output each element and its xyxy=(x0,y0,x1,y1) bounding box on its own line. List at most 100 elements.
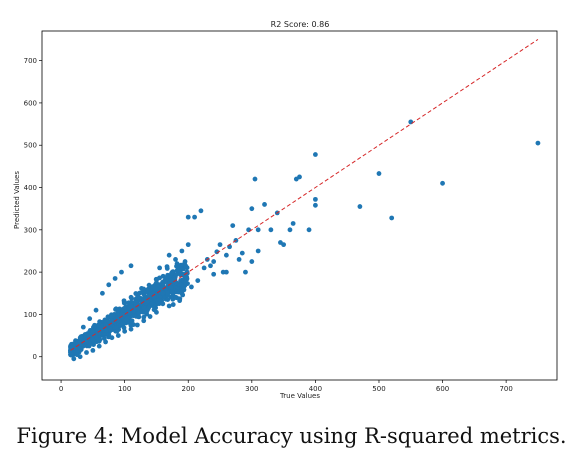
data-point xyxy=(109,335,115,341)
data-point xyxy=(168,277,174,283)
data-point xyxy=(208,263,213,269)
x-axis-label: True Values xyxy=(279,392,320,400)
data-point xyxy=(134,295,140,300)
data-point xyxy=(150,284,156,290)
data-point xyxy=(77,345,83,351)
data-point xyxy=(183,279,188,285)
data-point xyxy=(179,290,185,296)
data-point xyxy=(181,284,187,290)
data-point xyxy=(106,282,112,288)
data-point xyxy=(107,326,113,332)
data-point xyxy=(119,269,124,275)
data-point xyxy=(134,322,140,328)
data-point xyxy=(246,227,252,233)
data-point xyxy=(154,309,159,315)
data-point xyxy=(239,250,245,256)
data-point xyxy=(123,317,129,323)
data-point xyxy=(157,265,163,271)
data-point xyxy=(131,309,136,314)
y-tick-label: 0 xyxy=(33,353,37,361)
x-tick-label: 0 xyxy=(59,385,63,393)
data-point xyxy=(103,322,108,328)
data-point xyxy=(128,263,134,269)
data-point xyxy=(86,333,91,338)
data-point xyxy=(198,208,204,214)
data-point xyxy=(90,337,96,343)
figure-caption: Figure 4: Model Accuracy using R-squared… xyxy=(16,424,567,448)
data-point xyxy=(169,269,175,275)
data-point xyxy=(243,269,248,275)
data-point xyxy=(164,264,170,270)
data-point xyxy=(389,215,395,221)
data-point xyxy=(278,240,283,245)
data-point xyxy=(70,341,76,347)
data-point xyxy=(192,214,197,220)
data-point xyxy=(440,180,445,186)
x-tick-label: 300 xyxy=(245,385,258,393)
data-point xyxy=(201,265,207,271)
data-point xyxy=(189,284,194,290)
data-point xyxy=(223,252,229,258)
data-point xyxy=(127,310,133,316)
data-point xyxy=(71,356,77,362)
data-point xyxy=(78,335,84,341)
x-tick-label: 200 xyxy=(182,385,195,393)
data-point xyxy=(160,301,166,307)
data-point xyxy=(252,176,258,182)
data-point xyxy=(312,196,318,202)
plot-frame xyxy=(41,30,558,381)
y-tick-label: 200 xyxy=(24,269,37,277)
data-point xyxy=(128,326,134,332)
data-point xyxy=(113,324,119,330)
data-point xyxy=(146,282,152,288)
data-point xyxy=(160,290,166,296)
data-point xyxy=(306,227,312,233)
data-point xyxy=(84,339,89,345)
data-point xyxy=(165,290,171,296)
data-point xyxy=(169,289,175,294)
data-point xyxy=(290,221,296,226)
data-point xyxy=(217,242,223,248)
y-tick-label: 400 xyxy=(24,184,37,192)
data-point xyxy=(144,299,150,305)
data-point xyxy=(115,333,121,338)
data-point xyxy=(77,354,83,360)
y-axis-label: Predicted Values xyxy=(13,171,21,229)
x-tick-label: 100 xyxy=(118,385,131,393)
data-point xyxy=(147,292,153,298)
data-point xyxy=(84,350,89,355)
data-point xyxy=(103,339,108,345)
data-point xyxy=(145,287,151,293)
data-point xyxy=(145,306,151,312)
x-tick-label: 500 xyxy=(372,385,385,393)
data-point xyxy=(176,267,182,273)
data-point xyxy=(114,328,120,334)
data-point xyxy=(357,204,363,209)
data-point xyxy=(249,206,255,212)
data-point xyxy=(262,202,267,207)
data-point xyxy=(211,271,217,277)
data-point xyxy=(287,227,293,233)
data-point xyxy=(173,280,179,286)
data-point xyxy=(115,310,121,316)
data-point xyxy=(105,314,111,320)
data-point xyxy=(90,347,96,353)
y-tick-label: 700 xyxy=(24,57,37,65)
data-point xyxy=(183,263,188,269)
y-tick-label: 500 xyxy=(24,142,37,150)
data-point xyxy=(174,271,179,277)
y-tick-label: 600 xyxy=(24,99,37,107)
data-point xyxy=(165,297,171,303)
x-tick-label: 600 xyxy=(436,385,449,393)
data-point xyxy=(136,310,142,316)
data-point xyxy=(166,252,172,258)
data-point xyxy=(182,259,188,264)
data-point xyxy=(312,152,318,157)
data-point xyxy=(141,305,147,310)
data-point xyxy=(96,343,102,349)
scatter-chart: 0 100 200 300 400 500 600 700 0 100 200 300 400 500 60… xyxy=(13,20,558,400)
data-point xyxy=(157,297,163,303)
data-point xyxy=(179,248,185,254)
data-point xyxy=(147,314,153,319)
data-point xyxy=(109,314,115,319)
